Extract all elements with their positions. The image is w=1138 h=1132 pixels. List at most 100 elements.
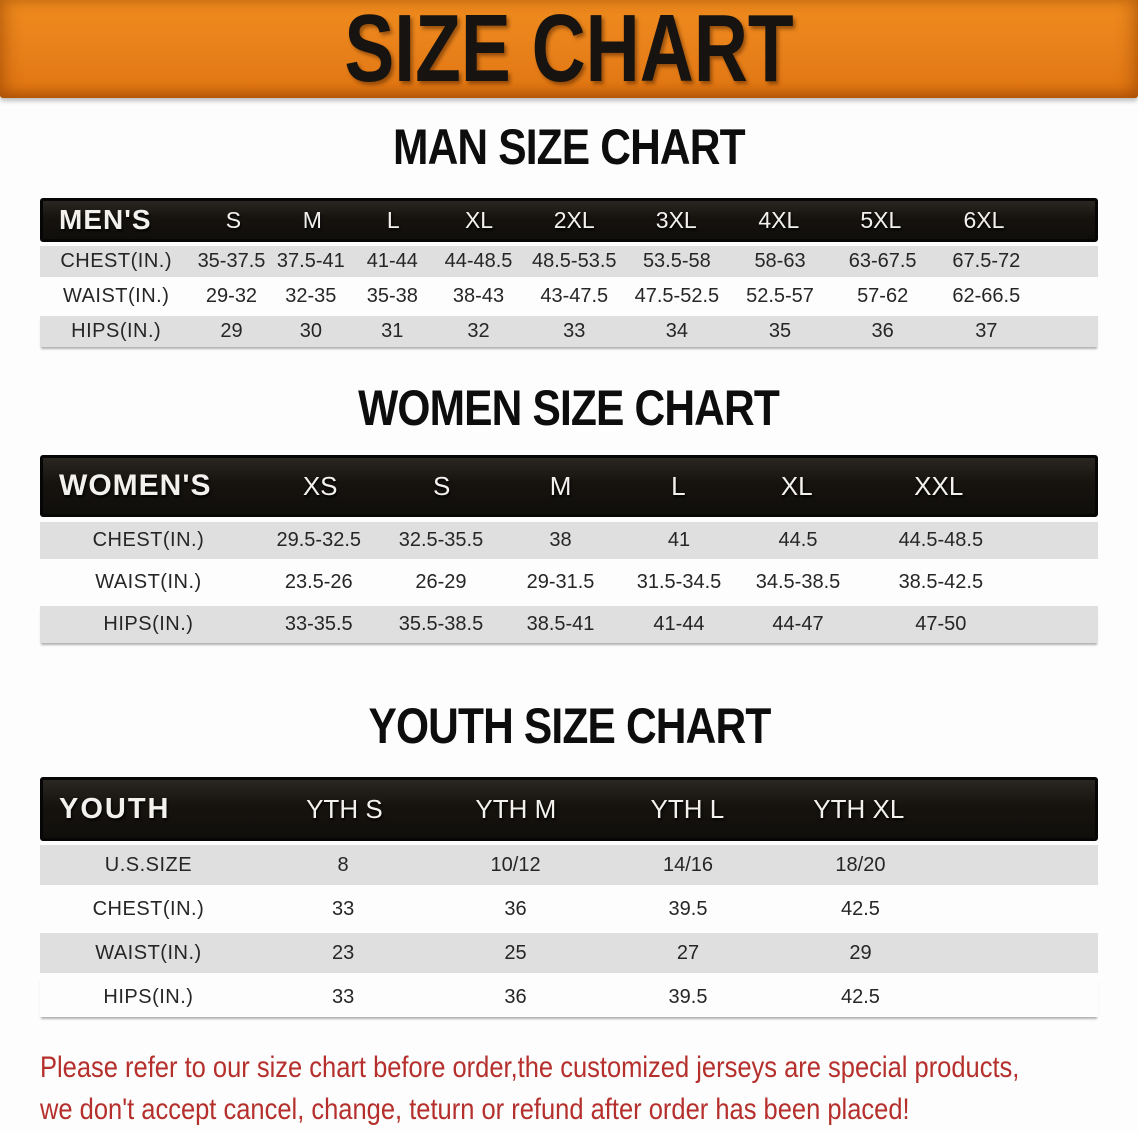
size-value: 30 [299,320,322,342]
size-value: 38.5-42.5 [898,571,984,593]
row-label: WAIST(IN.) [95,571,202,593]
size-value: 39.5 [668,897,708,920]
row-label: U.S.SIZE [104,853,193,876]
size-value: 47-50 [915,613,967,635]
size-value: 42.5 [840,985,880,1008]
row-label: CHEST(IN.) [60,250,172,272]
size-value: 29-31.5 [526,571,595,593]
size-value: 36 [504,985,527,1008]
size-value: 62-66.5 [952,285,1021,307]
row-label: WAIST(IN.) [95,941,202,964]
row-label: HIPS(IN.) [71,320,162,342]
disclaimer-line-1: Please refer to our size chart before or… [40,1051,1020,1084]
women-section-heading-text: WOMEN SIZE CHART [358,380,781,436]
size-value: 39.5 [668,985,708,1008]
table-row: CHEST(IN.) 29.5-32.5 32.5-35.5 38 41 44.… [40,522,1098,559]
size-value: 8 [337,853,349,876]
table-row: CHEST(IN.) 33 36 39.5 42.5 [40,889,1098,929]
column-header: XS [302,470,338,501]
column-header: 4XL [758,206,800,233]
men-size-table: MEN'S S M L XL 2XL 3XL 4XL 5XL 6XL CHEST… [40,198,1098,347]
size-value: 44-47 [772,613,824,635]
size-value: 35.5-38.5 [398,613,484,635]
men-table-header-row: MEN'S S M L XL 2XL 3XL 4XL 5XL 6XL [40,198,1098,242]
size-value: 14/16 [662,853,714,876]
size-value: 23 [331,941,355,964]
men-section-heading-text: MAN SIZE CHART [393,119,746,175]
table-row: U.S.SIZE 8 10/12 14/16 18/20 [40,845,1098,885]
column-header: YTH L [650,793,725,824]
size-value: 35 [768,320,792,342]
size-value: 33 [331,897,355,920]
size-value: 33-35.5 [284,613,353,635]
table-row: WAIST(IN.) 23 25 27 29 [40,933,1098,973]
size-value: 29-32 [205,285,258,307]
size-value: 33 [563,320,586,342]
size-value: 31.5-34.5 [636,571,722,593]
size-value: 37.5-41 [276,250,345,272]
youth-size-table: YOUTH YTH S YTH M YTH L YTH XL U.S.SIZE … [40,777,1098,1017]
column-header: XL [780,470,813,501]
youth-table-header-row: YOUTH YTH S YTH M YTH L YTH XL [40,777,1098,841]
banner: SIZE CHART [0,0,1138,98]
size-value: 23.5-26 [284,571,353,593]
size-value: 57-62 [857,285,909,307]
size-value: 26-29 [415,571,467,593]
column-header: M [549,470,572,501]
size-value: 29 [220,320,243,342]
size-value: 52.5-57 [746,285,814,307]
table-row: HIPS(IN.) 33 36 39.5 42.5 [40,977,1098,1017]
table-row: HIPS(IN.) 33-35.5 35.5-38.5 38.5-41 41-4… [40,606,1098,643]
size-value: 41 [667,529,691,551]
size-value: 34 [665,320,688,342]
size-value: 10/12 [490,853,541,876]
size-value: 18/20 [835,853,886,876]
size-value: 32.5-35.5 [398,529,484,551]
table-row: CHEST(IN.) 35-37.5 37.5-41 41-44 44-48.5… [40,246,1098,277]
row-label: WAIST(IN.) [62,285,170,307]
size-value: 41-44 [366,250,418,272]
size-value: 35-38 [366,285,418,307]
size-value: 42.5 [840,897,880,920]
men-section-heading: MAN SIZE CHART [0,122,1138,172]
size-value: 32-35 [285,285,337,307]
column-header: S [433,470,451,501]
size-value: 67.5-72 [952,250,1021,272]
row-label: HIPS(IN.) [103,613,194,635]
women-table-header-row: WOMEN'S XS S M L XL XXL [40,455,1098,517]
size-value: 33 [331,985,355,1008]
size-value: 37 [975,320,998,342]
men-table-title: MEN'S [59,204,152,235]
size-value: 31 [381,320,404,342]
size-value: 44-48.5 [444,250,513,272]
size-value: 47.5-52.5 [634,285,720,307]
size-value: 63-67.5 [848,250,917,272]
column-header: S [225,206,242,233]
column-header: YTH M [475,793,557,824]
youth-section-heading-text: YOUTH SIZE CHART [368,698,771,754]
row-label: CHEST(IN.) [92,897,205,920]
column-header: 6XL [963,206,1005,233]
size-value: 58-63 [754,250,806,272]
column-header: 3XL [655,206,697,233]
size-value: 27 [676,941,700,964]
table-row: WAIST(IN.) 23.5-26 26-29 29-31.5 31.5-34… [40,564,1098,601]
size-value: 41-44 [653,613,705,635]
women-size-table: WOMEN'S XS S M L XL XXL CHEST(IN.) 29.5-… [40,455,1098,643]
size-value: 35-37.5 [197,250,266,272]
size-value: 53.5-58 [642,250,711,272]
size-value: 34.5-38.5 [755,571,841,593]
disclaimer: Please refer to our size chart before or… [40,1047,1138,1131]
table-row: HIPS(IN.) 29 30 31 32 33 34 35 36 37 [40,316,1098,347]
size-value: 36 [871,320,894,342]
size-value: 38 [549,529,572,551]
row-label: CHEST(IN.) [92,529,205,551]
column-header: M [302,206,322,233]
youth-table-title: YOUTH [59,792,171,825]
size-value: 29.5-32.5 [276,529,362,551]
size-value: 43-47.5 [540,285,609,307]
column-header: YTH XL [813,793,905,824]
column-header: 5XL [860,206,902,233]
row-label: HIPS(IN.) [103,985,194,1008]
